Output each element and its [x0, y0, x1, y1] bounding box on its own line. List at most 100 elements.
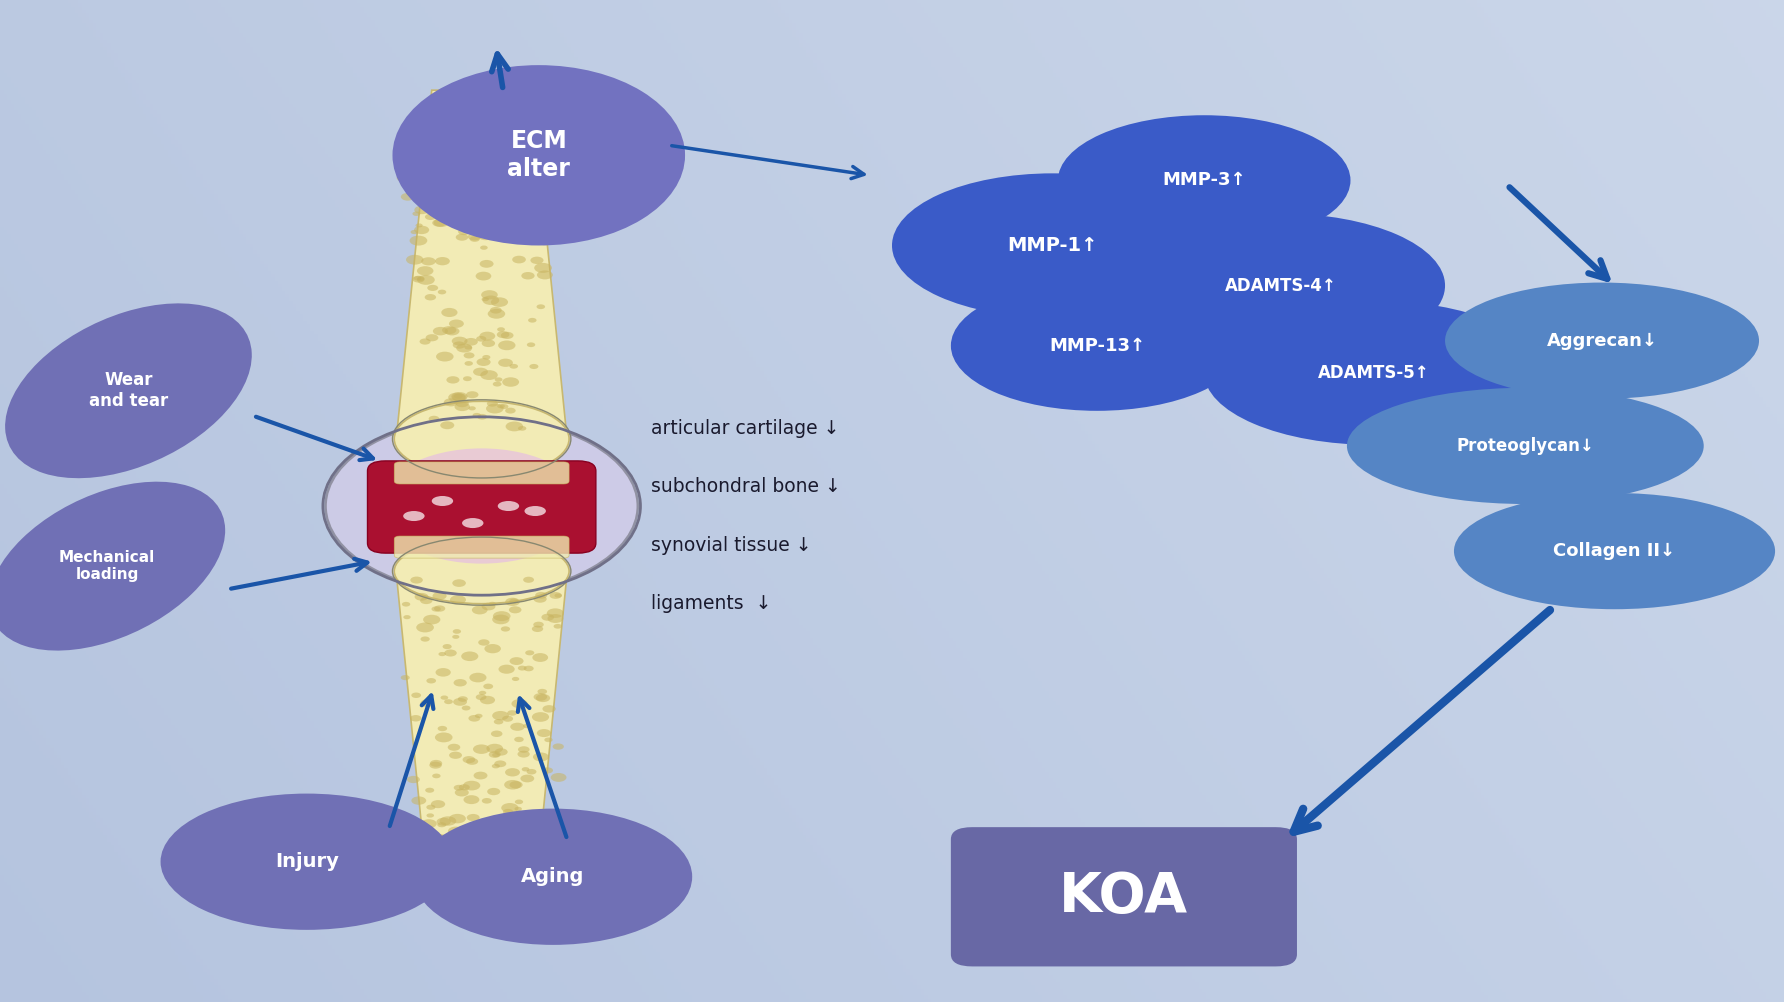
Ellipse shape	[435, 668, 451, 676]
Ellipse shape	[396, 173, 412, 182]
Ellipse shape	[514, 181, 530, 189]
Ellipse shape	[444, 398, 458, 407]
Ellipse shape	[476, 336, 487, 342]
Ellipse shape	[492, 614, 510, 624]
Ellipse shape	[482, 355, 491, 360]
Ellipse shape	[480, 370, 498, 380]
Ellipse shape	[378, 449, 585, 563]
Ellipse shape	[412, 276, 425, 283]
Ellipse shape	[419, 339, 430, 345]
Ellipse shape	[462, 518, 483, 528]
Ellipse shape	[524, 665, 533, 671]
Ellipse shape	[471, 184, 480, 190]
Ellipse shape	[448, 149, 458, 156]
Ellipse shape	[412, 692, 421, 698]
Ellipse shape	[487, 401, 498, 407]
Ellipse shape	[505, 231, 521, 240]
Ellipse shape	[453, 785, 464, 791]
Ellipse shape	[553, 743, 564, 749]
Ellipse shape	[416, 622, 434, 632]
Ellipse shape	[473, 413, 482, 418]
Ellipse shape	[403, 615, 410, 619]
Ellipse shape	[441, 695, 448, 699]
Ellipse shape	[400, 139, 412, 146]
Ellipse shape	[542, 705, 555, 712]
Ellipse shape	[510, 124, 523, 131]
Ellipse shape	[451, 392, 467, 401]
Ellipse shape	[416, 223, 423, 227]
Ellipse shape	[437, 823, 446, 828]
Ellipse shape	[458, 696, 467, 701]
Ellipse shape	[403, 146, 414, 151]
Ellipse shape	[439, 131, 455, 140]
Ellipse shape	[441, 308, 457, 317]
Ellipse shape	[464, 376, 471, 381]
Ellipse shape	[483, 135, 494, 141]
Ellipse shape	[425, 788, 434, 793]
Ellipse shape	[505, 408, 516, 414]
Ellipse shape	[455, 400, 469, 407]
Ellipse shape	[480, 819, 491, 825]
Ellipse shape	[457, 863, 467, 869]
Ellipse shape	[442, 158, 453, 164]
Ellipse shape	[551, 836, 564, 842]
Text: Mechanical
loading: Mechanical loading	[59, 550, 155, 582]
Ellipse shape	[489, 602, 496, 606]
Ellipse shape	[437, 858, 444, 862]
Ellipse shape	[453, 698, 467, 705]
Text: Aggrecan↓: Aggrecan↓	[1547, 332, 1657, 350]
Ellipse shape	[537, 271, 553, 280]
Ellipse shape	[544, 737, 553, 742]
Ellipse shape	[491, 730, 503, 737]
Ellipse shape	[462, 194, 473, 199]
Ellipse shape	[498, 209, 514, 217]
Ellipse shape	[500, 816, 516, 826]
Ellipse shape	[489, 752, 501, 758]
Ellipse shape	[1204, 301, 1543, 445]
FancyBboxPatch shape	[951, 828, 1297, 966]
Ellipse shape	[521, 775, 533, 783]
Ellipse shape	[496, 331, 510, 338]
Ellipse shape	[498, 152, 510, 159]
Ellipse shape	[551, 129, 560, 134]
Ellipse shape	[466, 391, 478, 398]
Ellipse shape	[410, 235, 428, 245]
Ellipse shape	[505, 598, 519, 606]
Ellipse shape	[394, 402, 569, 477]
Ellipse shape	[428, 416, 439, 422]
Ellipse shape	[537, 151, 551, 160]
Ellipse shape	[524, 506, 546, 516]
Text: ADAMTS-4↑: ADAMTS-4↑	[1226, 277, 1336, 295]
Ellipse shape	[489, 135, 501, 142]
Ellipse shape	[501, 803, 519, 813]
Ellipse shape	[498, 163, 512, 171]
Ellipse shape	[514, 189, 521, 194]
Ellipse shape	[553, 624, 562, 628]
Ellipse shape	[425, 213, 437, 220]
Ellipse shape	[494, 156, 510, 165]
Ellipse shape	[410, 833, 423, 840]
Ellipse shape	[444, 327, 460, 336]
Ellipse shape	[553, 188, 562, 194]
Ellipse shape	[546, 608, 564, 618]
Ellipse shape	[510, 657, 523, 665]
Ellipse shape	[401, 193, 414, 200]
Ellipse shape	[526, 343, 535, 347]
Ellipse shape	[435, 835, 442, 839]
Ellipse shape	[1058, 115, 1350, 245]
Ellipse shape	[532, 625, 542, 632]
Ellipse shape	[423, 193, 439, 202]
Ellipse shape	[401, 675, 410, 680]
Ellipse shape	[1117, 213, 1445, 358]
Ellipse shape	[407, 255, 423, 265]
Ellipse shape	[549, 147, 558, 152]
Ellipse shape	[492, 611, 510, 621]
Ellipse shape	[432, 592, 446, 600]
Ellipse shape	[5, 304, 252, 478]
Ellipse shape	[480, 245, 487, 249]
Ellipse shape	[450, 181, 458, 187]
Ellipse shape	[533, 621, 544, 627]
Ellipse shape	[548, 167, 562, 175]
Ellipse shape	[421, 138, 437, 146]
Ellipse shape	[423, 615, 441, 624]
